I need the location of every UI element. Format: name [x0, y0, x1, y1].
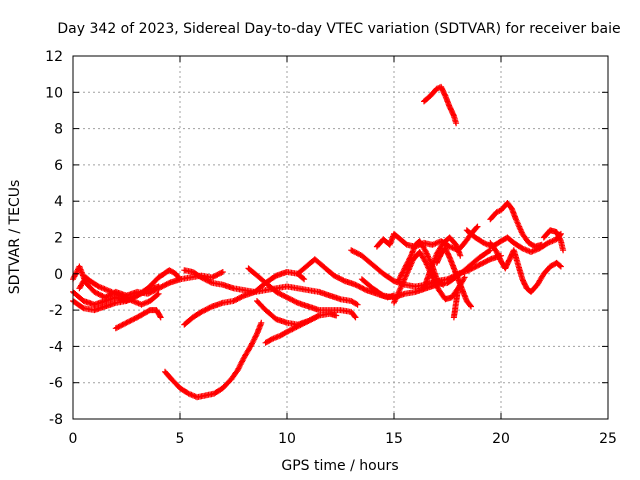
chart-title: Day 342 of 2023, Sidereal Day-to-day VTE…	[57, 21, 620, 37]
series-marks	[245, 265, 359, 321]
x-tick-label: 0	[69, 431, 78, 447]
series-marks	[181, 267, 361, 308]
series-marks	[112, 307, 164, 332]
series-marks	[487, 200, 545, 250]
series-marks	[262, 312, 323, 346]
series-marks	[450, 285, 462, 321]
y-tick-label: 6	[54, 158, 63, 174]
series-arc-s	[421, 234, 464, 292]
series-marks	[395, 238, 447, 288]
series-arc-u	[421, 83, 460, 127]
series-marks	[540, 227, 567, 254]
y-axis-label: SDTVAR / TECUs	[7, 180, 23, 295]
y-tick-label: -2	[49, 303, 63, 319]
series-arc-q	[395, 238, 447, 288]
series-marks	[487, 239, 564, 295]
x-axis-label: GPS time / hours	[281, 458, 398, 474]
y-tick-label: 10	[45, 85, 63, 101]
series-marks	[421, 83, 460, 127]
series-arc-k	[262, 312, 323, 346]
series-arc-d	[76, 274, 162, 308]
series-marks	[421, 234, 464, 292]
y-tick-label: -8	[49, 412, 63, 428]
series-arc-h	[162, 319, 265, 401]
y-axis-ticks: -8 -6 -4 -2 0 2 4 6 8 10 12	[45, 49, 608, 428]
x-axis-ticks: 0 5 10 15 20 25	[69, 56, 617, 447]
grid-lines	[73, 56, 608, 419]
series-arc-e	[112, 307, 164, 332]
series-arc-t	[450, 285, 462, 321]
series-arc-w	[487, 200, 545, 250]
series-arc-i	[245, 265, 359, 321]
x-tick-label: 20	[492, 431, 510, 447]
series-arc-m	[348, 247, 504, 290]
y-tick-label: 4	[54, 194, 63, 210]
series-arc-x	[487, 239, 564, 295]
x-tick-label: 5	[176, 431, 185, 447]
y-tick-label: 8	[54, 122, 63, 138]
y-tick-label: -6	[49, 376, 63, 392]
series-marks	[76, 274, 162, 308]
series-marks	[162, 319, 265, 401]
data-series	[70, 83, 567, 401]
series-arc-r	[433, 245, 474, 310]
x-tick-label: 15	[385, 431, 403, 447]
x-tick-label: 10	[278, 431, 296, 447]
y-tick-label: -4	[49, 339, 63, 355]
series-arc-f	[181, 267, 361, 308]
series-marks	[433, 245, 474, 310]
y-tick-label: 2	[54, 231, 63, 247]
series-marks	[348, 247, 504, 290]
y-tick-label: 0	[54, 267, 63, 283]
series-arc-y	[540, 227, 567, 254]
y-tick-label: 12	[45, 49, 63, 65]
x-tick-label: 25	[599, 431, 617, 447]
